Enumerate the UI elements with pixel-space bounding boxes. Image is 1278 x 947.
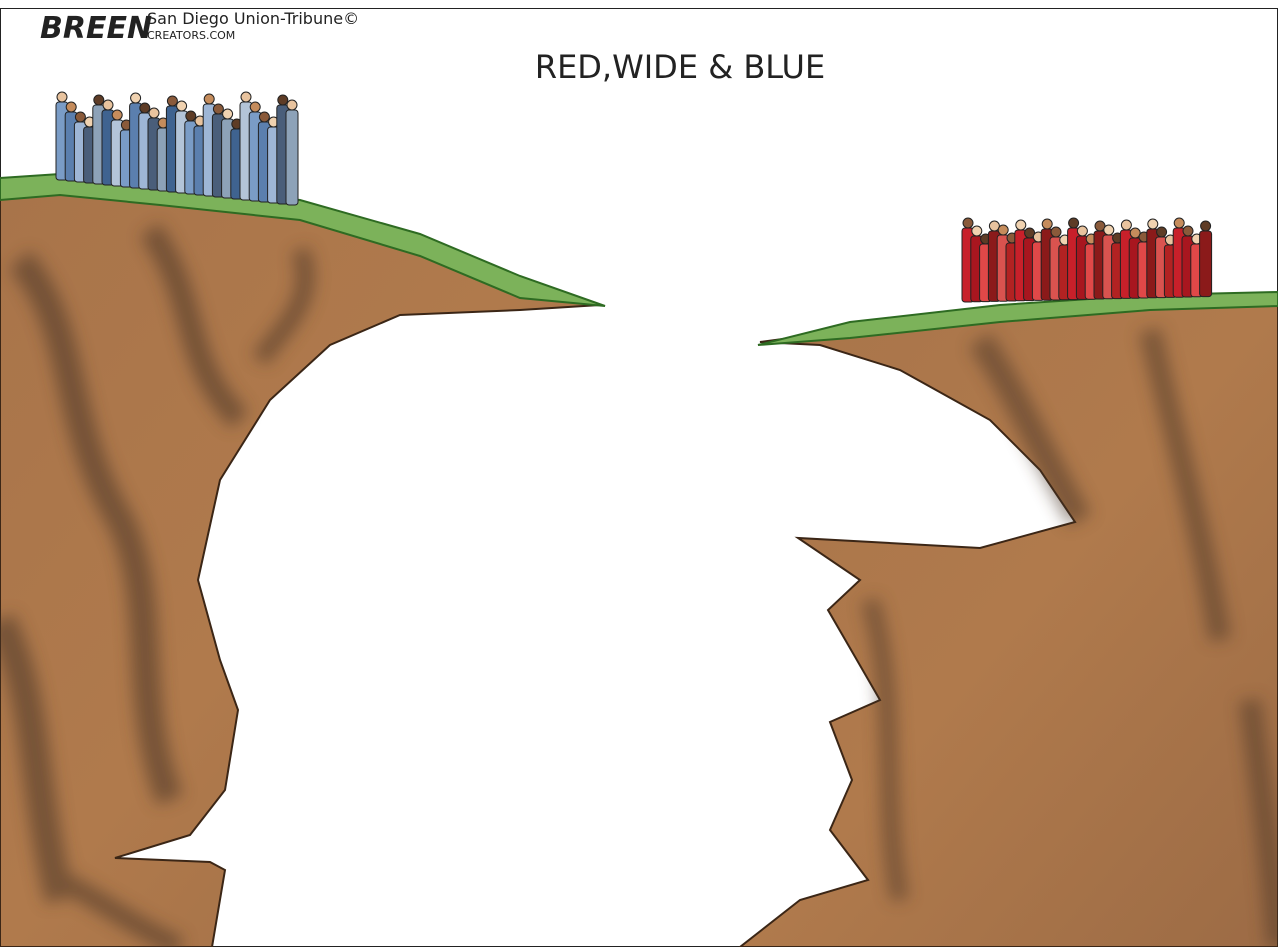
person [286, 100, 298, 205]
cartoon: BREEN San Diego Union-Tribune© CREATORS.… [0, 0, 1278, 947]
syndicate-credit: CREATORS.COM [147, 29, 235, 42]
signature: BREEN [40, 11, 152, 46]
page: BREEN San Diego Union-Tribune© CREATORS.… [0, 0, 1278, 947]
publication-credit: San Diego Union-Tribune© [147, 9, 359, 28]
person [1200, 221, 1212, 297]
title: RED,WIDE & BLUE [535, 48, 825, 86]
